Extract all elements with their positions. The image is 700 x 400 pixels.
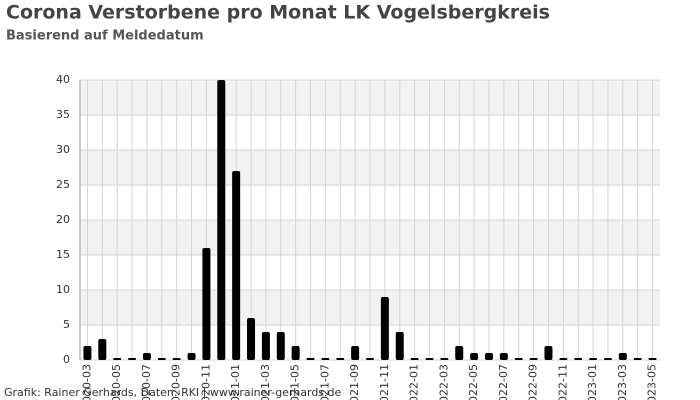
chart-title: Corona Verstorbene pro Monat LK Vogelsbe… — [6, 2, 550, 24]
bar — [484, 353, 493, 360]
x-tick-label: 2023-01 — [586, 364, 599, 400]
chart-subtitle: Basierend auf Meldedatum — [6, 29, 204, 44]
bar — [425, 358, 434, 360]
bar — [113, 358, 122, 360]
bar — [351, 346, 360, 360]
x-tick-label: 2022-01 — [408, 364, 421, 400]
x-tick-label: 2020-03 — [80, 364, 93, 400]
bar — [98, 339, 107, 360]
bar — [128, 358, 137, 360]
bar — [395, 332, 404, 360]
y-tick-label: 10 — [56, 283, 70, 296]
bar — [410, 358, 419, 360]
bar — [589, 358, 598, 360]
bar — [142, 353, 151, 360]
x-tick-label: 2022-07 — [497, 364, 510, 400]
y-tick-label: 35 — [56, 108, 70, 121]
bar — [499, 353, 508, 360]
x-tick-label: 2022-09 — [527, 364, 540, 400]
y-tick-label: 20 — [56, 213, 70, 226]
bar — [217, 80, 226, 360]
y-tick-label: 5 — [63, 318, 70, 331]
y-tick-label: 25 — [56, 178, 70, 191]
bar — [261, 332, 270, 360]
bar — [618, 353, 627, 360]
bar — [366, 358, 374, 360]
bar — [276, 332, 285, 360]
x-tick-label: 2020-09 — [170, 364, 183, 400]
bar — [440, 358, 449, 360]
x-tick-label: 2022-03 — [437, 364, 450, 400]
bar — [529, 358, 538, 360]
bar — [559, 358, 568, 360]
y-tick-label: 30 — [56, 143, 70, 156]
x-tick-label: 2020-07 — [140, 364, 153, 400]
bar — [291, 346, 300, 360]
bar — [648, 358, 657, 360]
bar — [202, 248, 211, 360]
bar — [574, 358, 583, 360]
y-tick-label: 15 — [56, 248, 70, 261]
y-tick-label: 0 — [63, 353, 70, 366]
bar — [247, 318, 256, 360]
bar — [470, 353, 479, 360]
bar — [83, 346, 92, 360]
bar — [321, 358, 330, 360]
x-tick-label: 2021-05 — [289, 364, 302, 400]
x-tick-label: 2021-09 — [348, 364, 361, 400]
bar — [157, 358, 166, 360]
bar — [514, 358, 523, 360]
bar — [232, 171, 241, 360]
bar — [306, 358, 315, 360]
x-tick-label: 2020-11 — [199, 364, 212, 400]
x-tick-label: 2021-07 — [318, 364, 331, 400]
x-tick-label: 2020-05 — [110, 364, 123, 400]
footer: Grafik: Rainer Gerhards, Daten: RKI | ww… — [4, 386, 342, 399]
bar — [455, 346, 464, 360]
bar — [187, 353, 196, 360]
bar — [544, 346, 553, 360]
x-tick-label: 2022-05 — [467, 364, 480, 400]
x-tick-label: 2021-03 — [259, 364, 272, 400]
bar — [336, 358, 345, 360]
bar — [633, 358, 642, 360]
x-tick-label: 2022-11 — [556, 364, 569, 400]
bar — [380, 297, 389, 360]
x-tick-label: 2023-05 — [646, 364, 659, 400]
bar — [603, 358, 612, 360]
x-tick-label: 2021-01 — [229, 364, 242, 400]
y-tick-label: 40 — [56, 73, 70, 86]
x-tick-label: 2021-11 — [378, 364, 391, 400]
bar — [172, 358, 181, 360]
x-tick-label: 2023-03 — [616, 364, 629, 400]
